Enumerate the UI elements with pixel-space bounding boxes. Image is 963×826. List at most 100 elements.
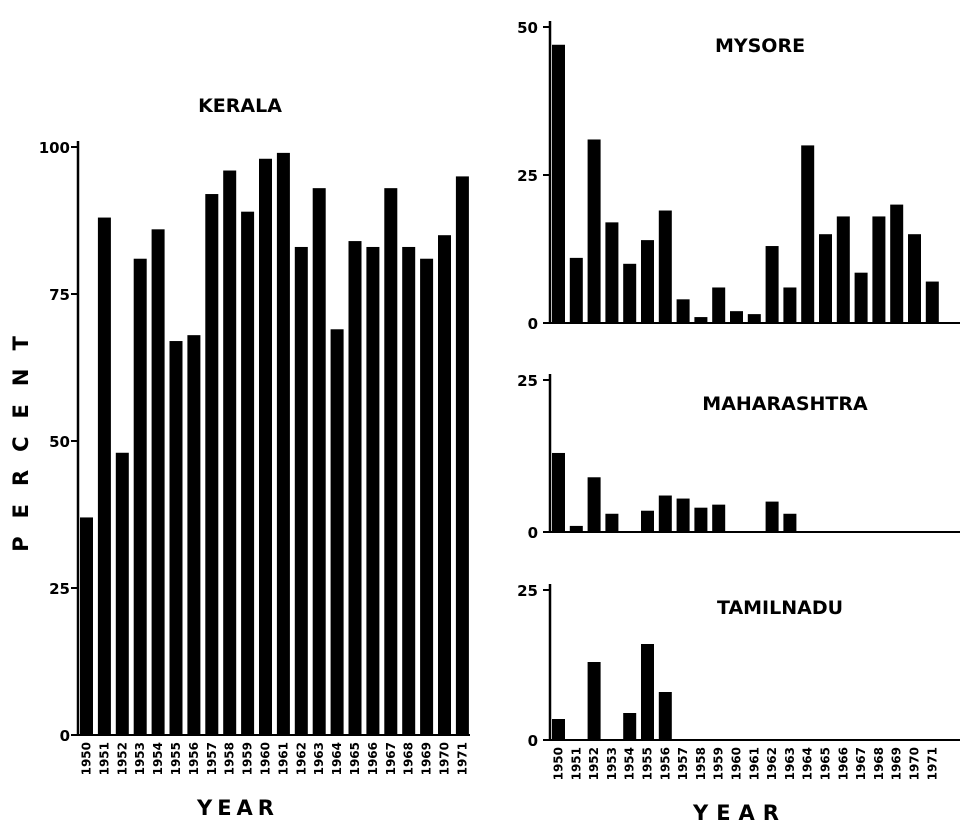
- tamilnadu-title: TAMILNADU: [717, 597, 843, 619]
- mysore-bar: [908, 234, 921, 323]
- kerala-xtick-label: 1970: [438, 742, 452, 775]
- tamilnadu-bar: [623, 713, 637, 740]
- tamilnadu-xtick-label: 1950: [552, 747, 566, 780]
- tamilnadu-xtick-label: 1957: [676, 747, 690, 780]
- maharashtra-bar: [658, 495, 672, 532]
- kerala-plot: 0 25 50 75 100 1950 1951 1952 1953 1954 1955 1956 19…: [39, 139, 470, 775]
- mysore-chart: MYSORE 0 25 50: [517, 19, 960, 333]
- tamilnadu-xtick-label: 1958: [694, 747, 708, 780]
- tamilnadu-xtick-label: 1964: [801, 747, 815, 780]
- kerala-bar: [115, 452, 129, 735]
- mysore-bar: [872, 216, 886, 323]
- mysore-bar: [641, 240, 654, 323]
- x-axis-label-year-right: YEAR: [692, 801, 787, 825]
- kerala-xtick-label: 1953: [133, 742, 147, 775]
- kerala-xtick-label: 1969: [420, 742, 434, 775]
- kerala-bar: [312, 188, 326, 735]
- mysore-bar: [694, 317, 708, 323]
- kerala-bar: [151, 229, 165, 735]
- tamilnadu-ytick-label: 0: [528, 732, 538, 750]
- mysore-bar: [676, 299, 690, 323]
- kerala-xtick-label: 1950: [80, 742, 94, 775]
- kerala-bar: [402, 246, 416, 735]
- mysore-ytick-label: 25: [517, 167, 538, 185]
- kerala-ytick-label: 0: [60, 727, 70, 745]
- kerala-bar: [133, 258, 147, 735]
- maharashtra-ytick-label: 25: [517, 372, 538, 390]
- kerala-bar: [348, 241, 362, 735]
- tamilnadu-xtick-label: 1971: [925, 747, 939, 780]
- kerala-xtick-label: 1959: [241, 742, 255, 775]
- mysore-bar: [658, 210, 672, 323]
- maharashtra-bar: [783, 513, 797, 532]
- tamilnadu-xtick-label: 1961: [747, 747, 761, 780]
- maharashtra-plot: 0 25: [517, 372, 960, 542]
- kerala-bar: [276, 152, 290, 735]
- mysore-bar: [854, 272, 868, 323]
- kerala-xtick-label: 1964: [330, 742, 344, 775]
- tamilnadu-xtick-label: 1963: [783, 747, 797, 780]
- maharashtra-bar: [587, 477, 601, 532]
- kerala-bar: [366, 246, 380, 735]
- maharashtra-bar: [694, 507, 708, 532]
- kerala-bar: [205, 194, 219, 736]
- kerala-xtick-label: 1958: [223, 742, 237, 775]
- tamilnadu-xtick-label: 1953: [605, 747, 619, 780]
- kerala-xtick-label: 1968: [402, 742, 416, 775]
- maharashtra-bar: [712, 504, 726, 532]
- kerala-xtick-label: 1961: [276, 742, 290, 775]
- tamilnadu-bar: [641, 644, 654, 740]
- tamilnadu-xtick-label: 1952: [587, 747, 601, 780]
- mysore-bar: [783, 287, 797, 323]
- tamilnadu-xtick-label: 1960: [730, 747, 744, 780]
- kerala-ytick-label: 75: [49, 286, 70, 304]
- maharashtra-bar: [676, 498, 690, 532]
- tamilnadu-xtick-label: 1959: [712, 747, 726, 780]
- kerala-xtick-label: 1951: [97, 742, 111, 775]
- tamilnadu-xtick-label: 1968: [872, 747, 886, 780]
- maharashtra-bar: [641, 510, 654, 532]
- mysore-bar: [730, 311, 743, 323]
- mysore-bar: [569, 257, 583, 323]
- tamilnadu-bar: [658, 692, 672, 740]
- tamilnadu-xtick-label: 1969: [890, 747, 904, 780]
- mysore-title: MYSORE: [715, 35, 805, 57]
- tamilnadu-xtick-label: 1966: [836, 747, 850, 780]
- tamilnadu-bar: [587, 662, 601, 740]
- kerala-xtick-label: 1963: [312, 742, 326, 775]
- kerala-title: KERALA: [198, 95, 282, 117]
- kerala-bar: [420, 258, 434, 735]
- kerala-bar: [259, 158, 272, 735]
- mysore-ytick-label: 0: [528, 315, 538, 333]
- mysore-bar: [801, 145, 815, 323]
- kerala-xtick-label: 1965: [348, 742, 362, 775]
- maharashtra-bar: [605, 513, 619, 532]
- kerala-bar: [223, 170, 237, 735]
- kerala-bar: [169, 341, 183, 735]
- tamilnadu-xtick-label: 1954: [623, 747, 637, 780]
- mysore-bar: [605, 222, 619, 323]
- maharashtra-chart: MAHARASHTRA 0 25: [517, 372, 960, 542]
- kerala-xtick-label: 1952: [115, 742, 129, 775]
- mysore-bar: [623, 263, 637, 323]
- maharashtra-title: MAHARASHTRA: [702, 393, 868, 415]
- mysore-plot: 0 25 50: [517, 19, 960, 333]
- mysore-bar: [552, 44, 565, 323]
- kerala-xtick-label: 1971: [455, 742, 469, 775]
- mysore-bar: [587, 139, 601, 323]
- kerala-bar: [97, 217, 111, 735]
- tamilnadu-ytick-label: 25: [517, 582, 538, 600]
- kerala-xtick-label: 1954: [151, 742, 165, 775]
- kerala-bar: [384, 188, 398, 735]
- kerala-bar: [330, 329, 344, 735]
- kerala-chart: KERALA 0 25 50 75 100 1950 1951 1952 1953 1954 195…: [39, 95, 470, 775]
- mysore-bar: [890, 204, 904, 323]
- kerala-bar: [455, 176, 469, 735]
- mysore-ytick-label: 50: [517, 19, 538, 37]
- maharashtra-ytick-label: 0: [528, 524, 538, 542]
- tamilnadu-xtick-label: 1951: [569, 747, 583, 780]
- mysore-bar: [819, 234, 832, 323]
- tamilnadu-xtick-label: 1965: [819, 747, 833, 780]
